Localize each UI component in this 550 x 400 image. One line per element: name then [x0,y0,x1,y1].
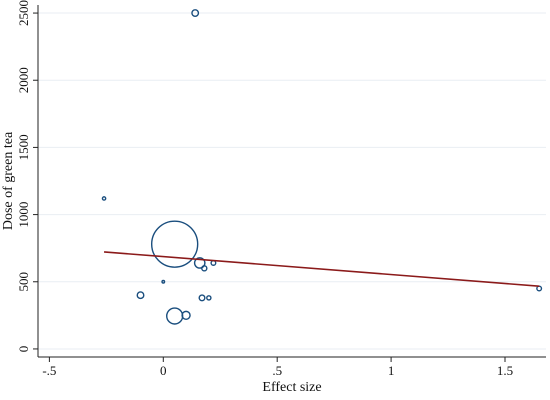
data-point [150,220,199,268]
y-tick-label: 500 [16,272,31,292]
y-tick-label: 1000 [16,202,31,228]
data-point [198,294,206,302]
data-point [101,196,107,201]
gridlines [38,12,546,350]
y-tick-label: 0 [16,346,31,353]
axes [37,5,546,358]
x-tick-label: 1 [388,363,395,378]
data-point [206,295,212,301]
y-axis-title: Dose of green tea [1,131,16,230]
x-axis-title: Effect size [262,380,321,395]
data-point [161,279,166,284]
x-tick-label: -.5 [42,363,56,378]
data-point [191,9,200,18]
data-point [201,265,208,272]
fit-line-group [103,251,540,287]
y-tick-label: 2000 [16,67,31,93]
data-point [136,291,145,300]
x-tick-label: 0 [160,363,167,378]
data-point [181,310,191,321]
y-tick-label: 1500 [16,134,31,160]
x-tick-label: 1.5 [497,363,513,378]
y-axis-ticks: 0 500 1000 1500 2000 2500 [16,0,38,352]
data-point [193,257,206,269]
data-points [101,9,543,325]
fit-line [103,251,540,287]
y-tick-label: 2500 [16,0,31,26]
data-point [166,307,184,325]
x-tick-label: .5 [272,363,282,378]
x-axis-ticks: -.5 0 .5 1 1.5 [42,357,513,378]
